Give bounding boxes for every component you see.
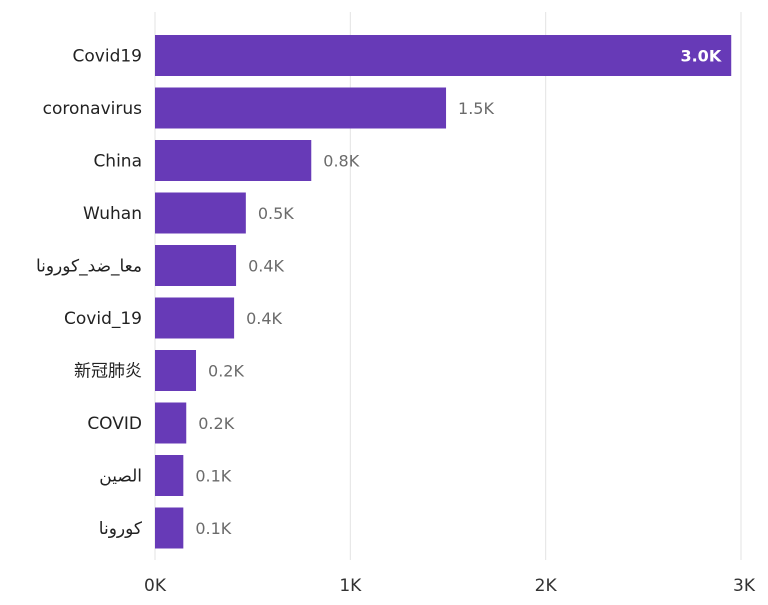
bar-3 [155,192,246,234]
data-label: 0.8K [323,152,359,171]
bar-8 [155,455,184,496]
x-tick-label: 2K [535,576,558,596]
x-tick-label: 1K [339,576,362,596]
data-label: 0.4K [246,309,282,328]
x-tick-label: 3K [733,576,756,596]
bar-4 [155,245,237,286]
data-label: 0.2K [198,414,234,433]
data-label: 0.5K [258,204,294,223]
x-tick-label: 0K [144,576,167,596]
data-label: 0.1K [195,467,231,486]
category-label: الصين [99,467,142,487]
bar-6 [155,350,197,391]
bar-7 [155,402,187,444]
bar-1 [155,87,447,129]
category-label: Wuhan [83,204,142,224]
category-label: كورونا [99,519,143,539]
x-axis: 0K 1K 2K 3K [144,576,756,596]
bar-9 [155,507,184,549]
bar-0 [155,35,732,76]
category-label: Covid_19 [64,309,142,329]
category-label: coronavirus [43,99,143,119]
bar-2 [155,140,312,181]
category-label: معا_ضد_كورونا [36,257,142,277]
data-label: 0.1K [195,519,231,538]
bar-layer [155,35,732,549]
data-label: 0.4K [248,257,284,276]
bar-5 [155,297,235,339]
data-label: 3.0K [680,47,721,66]
category-label: COVID [87,414,142,434]
data-label: 0.2K [208,362,244,381]
category-label: Covid19 [73,47,142,67]
data-label: 1.5K [458,99,494,118]
category-label: China [93,152,142,172]
category-label: 新冠肺炎 [74,362,142,382]
label-layer: Covid19 3.0K coronavirus 1.5K China 0.8K Wuhan… [36,47,722,540]
